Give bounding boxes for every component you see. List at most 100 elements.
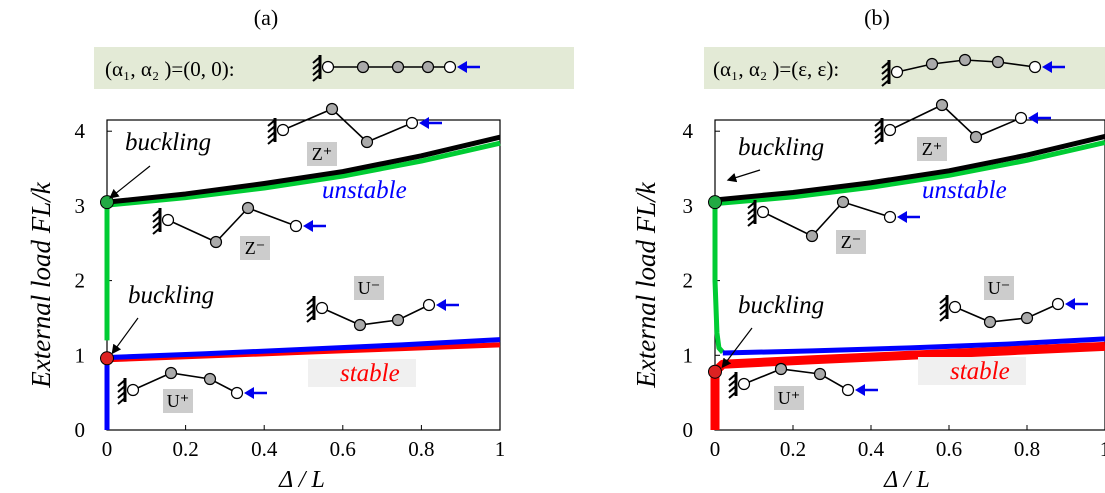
config-label: (α₁, α₂ )=(0, 0):: [105, 57, 235, 81]
chain-joint: [360, 135, 374, 149]
chain-joint: [421, 60, 435, 74]
chain-joint: [391, 60, 405, 74]
load-arrow-icon: [436, 299, 446, 311]
wall-hatch: [874, 131, 883, 139]
wall-icon: [728, 372, 738, 399]
series-line: [106, 337, 501, 361]
chain-joint: [969, 130, 983, 144]
wall-icon: [881, 60, 891, 87]
wall-hatch: [747, 219, 756, 227]
chain-joint: [836, 195, 850, 209]
load-arrow-icon: [244, 387, 254, 399]
y-tick-label: 1: [683, 343, 694, 367]
x-tick-label: 0: [102, 437, 113, 461]
critical-point: [100, 195, 114, 210]
x-axis-label: Δ / L: [278, 467, 325, 493]
wall-hatch: [152, 209, 161, 217]
chart-panel-b: (b) (α₁, α₂ )=(ε, ε): 0 0.2 0.4 0.6 0.8 1 0 1 2 3 4 Δ…: [631, 5, 1105, 493]
load-arrow-icon: [897, 211, 907, 223]
chain-u-plus: [117, 366, 267, 405]
label-box-bg: [917, 137, 947, 161]
arrow-buckling-top: [726, 169, 761, 183]
x-tick-label: 0.8: [408, 437, 434, 461]
x-tick-label: 0.8: [1014, 437, 1040, 461]
chain-z-plus: [267, 102, 442, 149]
wall-hatch: [267, 131, 276, 139]
wall-hatch: [312, 74, 321, 82]
wall-hatch: [881, 79, 890, 87]
chain-joint: [405, 116, 419, 130]
chain-z-plus: [874, 98, 1051, 145]
chain-links: [132, 372, 238, 394]
stable-label-bg: [308, 359, 416, 387]
chain-joint: [890, 65, 904, 79]
label-box-text: Z⁻: [245, 238, 266, 258]
wall-icon: [117, 378, 127, 405]
wall-hatch: [728, 385, 737, 393]
chain-joint: [813, 367, 827, 381]
chain-u-plus: [728, 362, 878, 399]
chain-z-minus: [747, 195, 920, 243]
wall-hatch: [881, 67, 890, 75]
chain-links: [889, 104, 1022, 138]
wall-hatch: [939, 314, 948, 322]
label-box-text: U⁻: [988, 278, 1011, 298]
y-axis-label: External load FL/k: [631, 181, 661, 388]
chain-joint: [925, 57, 939, 71]
chain-joint: [1028, 60, 1042, 74]
wall-hatch: [881, 73, 890, 81]
chain-joint: [276, 123, 290, 137]
x-tick-label: 0.6: [330, 437, 356, 461]
wall-icon: [152, 208, 162, 235]
chain-links: [762, 201, 891, 237]
chain-joint: [443, 60, 457, 74]
chain-joint: [241, 201, 255, 215]
load-arrow-icon: [855, 384, 865, 396]
chain-z-minus: [152, 201, 326, 249]
chain-joint: [230, 386, 244, 400]
chain-joint: [883, 210, 897, 224]
chain-joint: [737, 377, 751, 391]
wall-hatch: [117, 397, 126, 405]
series-line: [711, 341, 1105, 375]
chain-joint: [1020, 311, 1034, 325]
label-box-bg: [307, 142, 337, 166]
load-arrow-icon: [457, 61, 467, 73]
annotation-buckling-top: buckling: [125, 129, 211, 156]
chart-panel-a: (a) (α₁, α₂ )=(0, 0): 0 0.2 0.4 0.6 0.8 1 0 1 2 3 4 Δ…: [26, 5, 574, 493]
label-box-text: Z⁻: [841, 232, 862, 252]
chain-joint: [948, 300, 962, 314]
wall-hatch: [939, 302, 948, 310]
series-line: [714, 134, 1105, 203]
label-u-minus: U⁻: [984, 276, 1014, 300]
label-box-text: Z⁺: [922, 139, 943, 159]
wall-icon: [306, 296, 316, 323]
wall-hatch: [747, 201, 756, 209]
plot-frame: [106, 119, 501, 431]
config-label: (α₁, α₂ )=(ε, ε):: [713, 57, 839, 81]
y-tick-label: 0: [75, 418, 86, 442]
wall-hatch: [874, 125, 883, 133]
chain-joint: [315, 301, 329, 315]
label-box-text: Z⁺: [312, 144, 333, 164]
critical-point: [708, 364, 722, 379]
wall-icon: [747, 200, 757, 227]
chain-joint: [289, 219, 303, 233]
label-box-bg: [836, 230, 866, 254]
label-box-bg: [240, 236, 270, 260]
label-box-text: U⁻: [358, 278, 381, 298]
chain-joint: [841, 383, 855, 397]
arrow-buckling-bottom: [111, 317, 139, 355]
config-chain: [881, 53, 1065, 87]
annotation-buckling-bottom: buckling: [128, 282, 214, 309]
wall-hatch: [152, 227, 161, 235]
wall-hatch: [874, 119, 883, 127]
wall-hatch: [152, 215, 161, 223]
wall-hatch: [117, 391, 126, 399]
x-tick-label: 0.4: [251, 437, 278, 461]
wall-hatch: [312, 68, 321, 76]
annotation-buckling-top: buckling: [738, 134, 824, 161]
y-tick-label: 2: [683, 269, 694, 293]
wall-hatch: [728, 379, 737, 387]
